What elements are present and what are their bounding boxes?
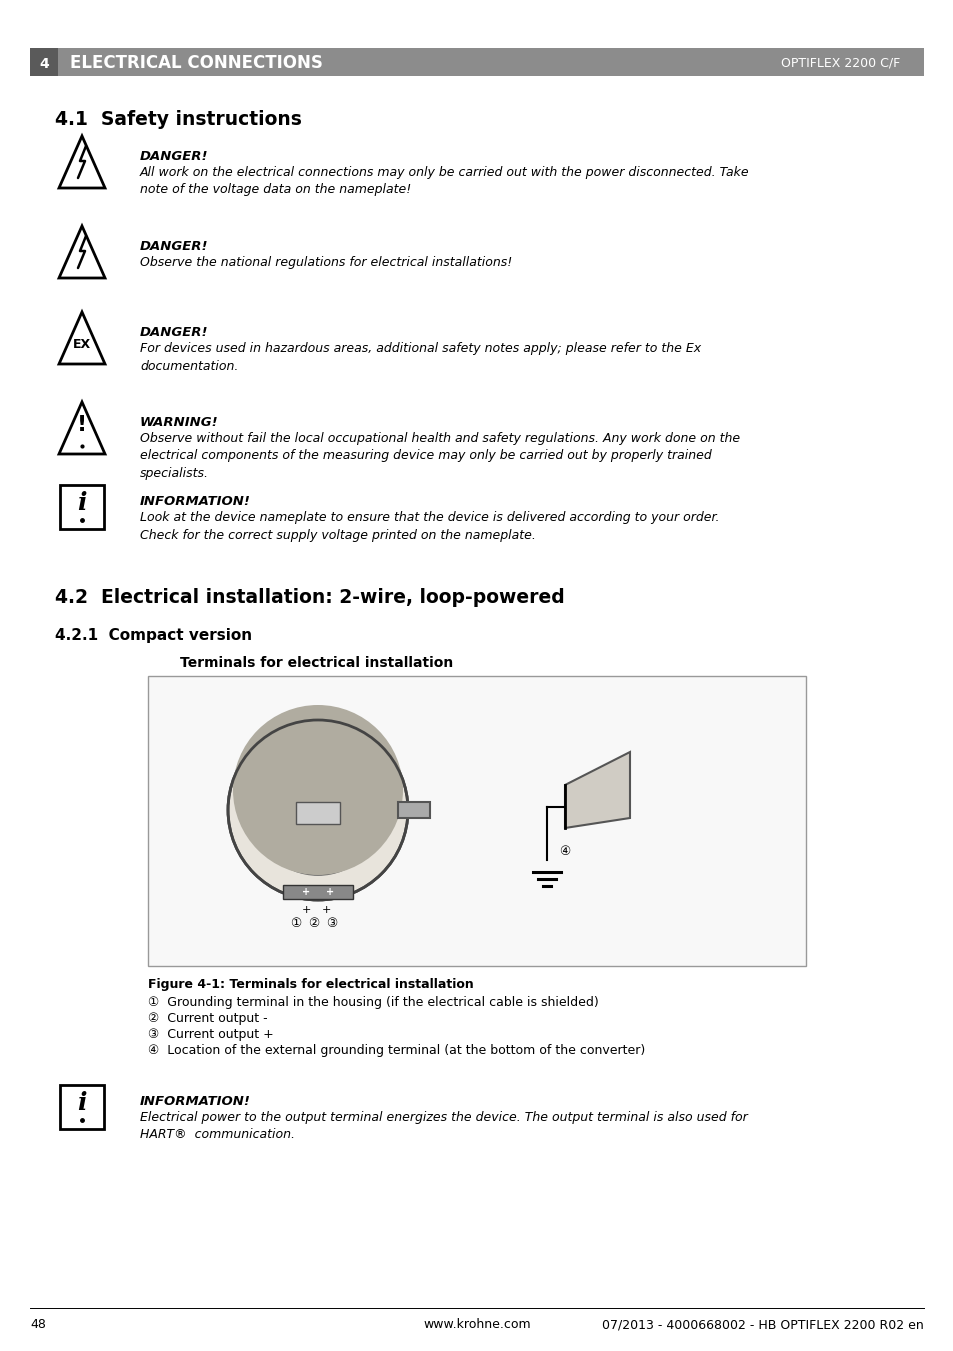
Text: ②  Current output -: ② Current output - <box>148 1012 268 1025</box>
Text: DANGER!: DANGER! <box>140 326 209 339</box>
Bar <box>30 49 58 76</box>
Text: 48: 48 <box>30 1319 46 1331</box>
Bar <box>148 676 805 966</box>
Text: ①  Grounding terminal in the housing (if the electrical cable is shielded): ① Grounding terminal in the housing (if … <box>148 996 598 1009</box>
Text: Look at the device nameplate to ensure that the device is delivered according to: Look at the device nameplate to ensure t… <box>140 511 719 542</box>
Circle shape <box>233 705 402 875</box>
Text: +: + <box>301 888 310 897</box>
Text: www.krohne.com: www.krohne.com <box>423 1319 530 1331</box>
Text: WARNING!: WARNING! <box>140 416 218 430</box>
Bar <box>283 885 353 898</box>
Bar <box>60 485 104 530</box>
Text: INFORMATION!: INFORMATION! <box>140 1096 251 1108</box>
Text: For devices used in hazardous areas, additional safety notes apply; please refer: For devices used in hazardous areas, add… <box>140 342 700 373</box>
Text: Terminals for electrical installation: Terminals for electrical installation <box>180 657 453 670</box>
Text: 4: 4 <box>39 57 49 72</box>
Text: OPTIFLEX 2200 C/F: OPTIFLEX 2200 C/F <box>780 57 899 69</box>
Text: +: + <box>326 888 334 897</box>
Text: +: + <box>301 905 311 915</box>
Text: 4.2  Electrical installation: 2-wire, loop-powered: 4.2 Electrical installation: 2-wire, loo… <box>55 588 564 607</box>
Text: +: + <box>321 905 331 915</box>
Text: ③  Current output +: ③ Current output + <box>148 1028 274 1042</box>
Bar <box>295 802 339 824</box>
Text: ③: ③ <box>326 917 337 929</box>
Text: i: i <box>77 492 87 516</box>
Text: DANGER!: DANGER! <box>140 150 209 163</box>
Text: INFORMATION!: INFORMATION! <box>140 494 251 508</box>
Text: 4.2.1  Compact version: 4.2.1 Compact version <box>55 628 252 643</box>
Text: DANGER!: DANGER! <box>140 240 209 253</box>
Text: Figure 4-1: Terminals for electrical installation: Figure 4-1: Terminals for electrical ins… <box>148 978 474 992</box>
Text: ②: ② <box>308 917 319 929</box>
Bar <box>58 49 923 76</box>
Text: ①: ① <box>290 917 301 929</box>
Text: ④: ④ <box>558 844 570 858</box>
Text: EX: EX <box>72 338 91 351</box>
Bar <box>397 802 430 817</box>
Text: ④  Location of the external grounding terminal (at the bottom of the converter): ④ Location of the external grounding ter… <box>148 1044 644 1056</box>
Text: All work on the electrical connections may only be carried out with the power di: All work on the electrical connections m… <box>140 166 749 196</box>
Bar <box>60 1085 104 1129</box>
Text: 4.1  Safety instructions: 4.1 Safety instructions <box>55 109 301 128</box>
Text: Electrical power to the output terminal energizes the device. The output termina: Electrical power to the output terminal … <box>140 1111 747 1142</box>
Polygon shape <box>564 753 629 828</box>
Circle shape <box>228 720 408 900</box>
Text: !: ! <box>77 415 87 435</box>
Text: i: i <box>77 1092 87 1116</box>
Text: 07/2013 - 4000668002 - HB OPTIFLEX 2200 R02 en: 07/2013 - 4000668002 - HB OPTIFLEX 2200 … <box>601 1319 923 1331</box>
Text: ELECTRICAL CONNECTIONS: ELECTRICAL CONNECTIONS <box>70 54 322 72</box>
Text: Observe without fail the local occupational health and safety regulations. Any w: Observe without fail the local occupatio… <box>140 432 740 480</box>
Text: Observe the national regulations for electrical installations!: Observe the national regulations for ele… <box>140 255 512 269</box>
